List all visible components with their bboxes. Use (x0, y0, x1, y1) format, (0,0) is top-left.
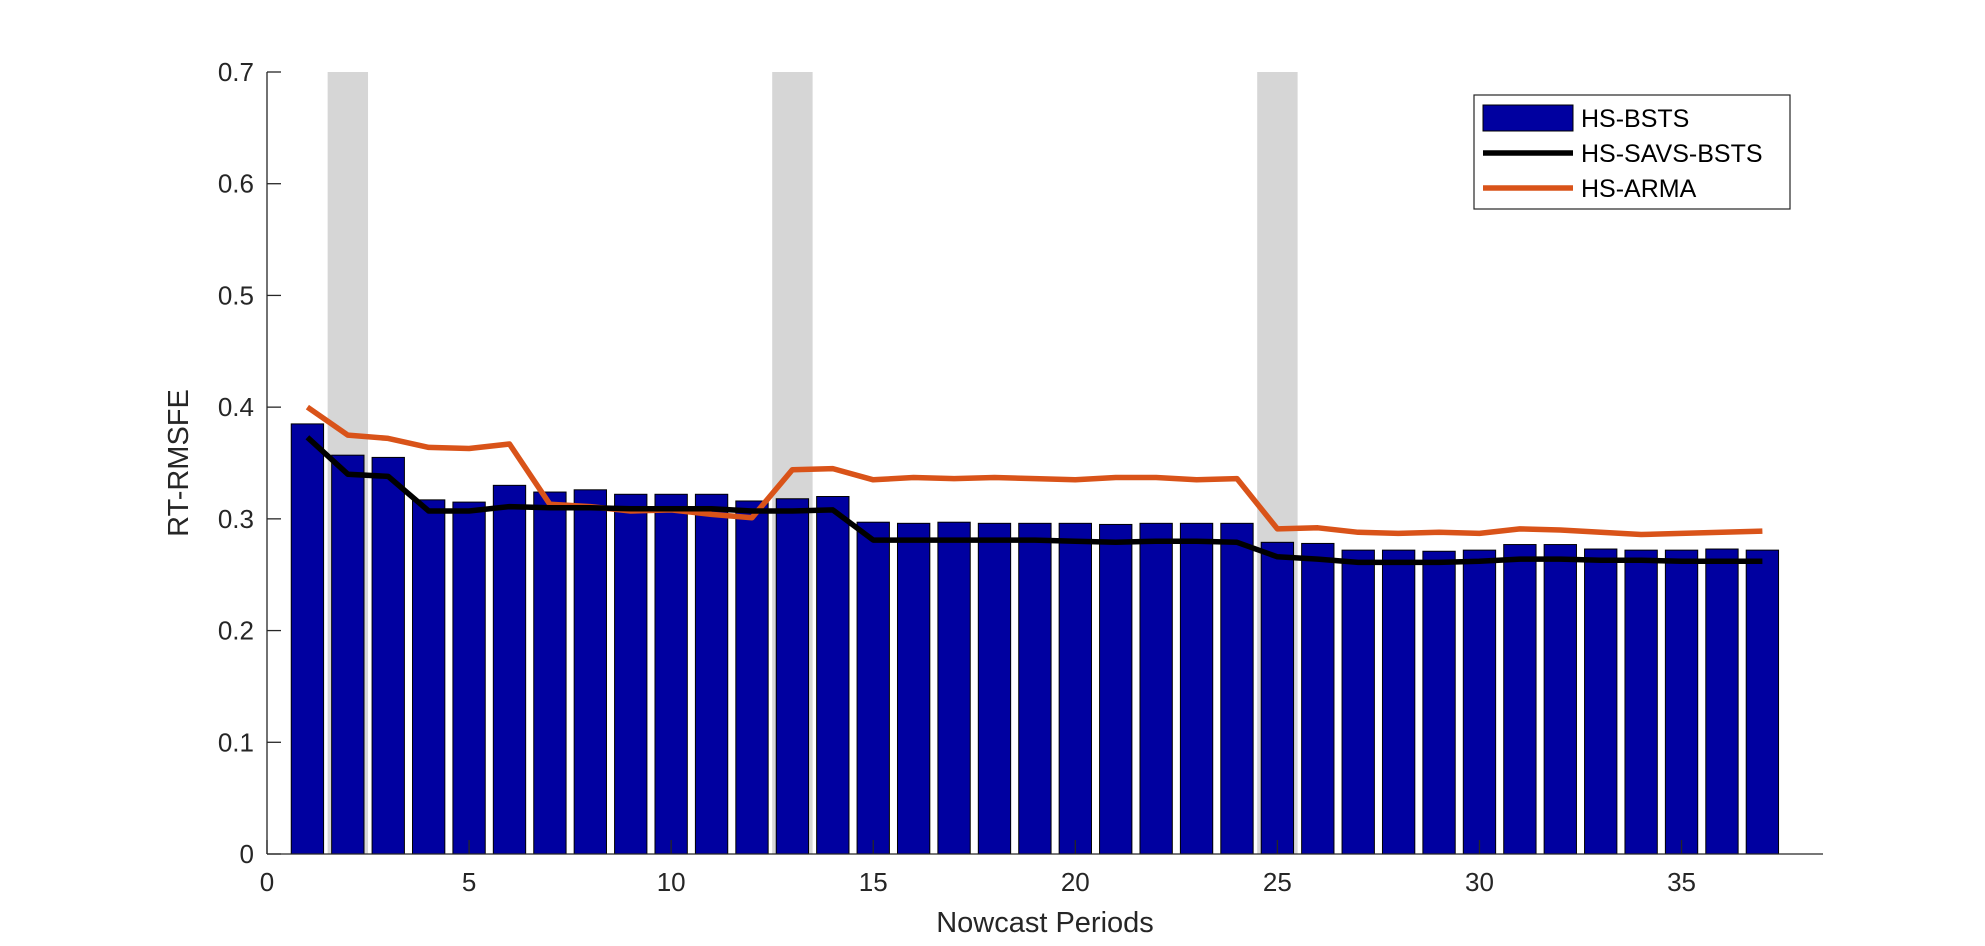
y-tick-label: 0.2 (218, 616, 254, 646)
x-tick-label: 10 (657, 867, 686, 897)
legend-entry-hs-savs-bsts: HS-SAVS-BSTS (1581, 140, 1763, 168)
bar-hs-bsts-34 (1624, 549, 1658, 855)
x-tick-label: 35 (1667, 867, 1696, 897)
y-tick-label: 0.6 (218, 169, 254, 199)
bar-hs-bsts-5 (452, 501, 486, 855)
bar-hs-bsts-9 (614, 493, 648, 855)
shading-layer (327, 72, 1298, 854)
bar-hs-bsts-10 (654, 493, 688, 855)
bar-hs-bsts-19 (1018, 522, 1052, 855)
bar-hs-bsts-12 (735, 500, 769, 855)
bar-hs-bsts-21 (1099, 523, 1133, 855)
bar-hs-bsts-17 (937, 521, 971, 855)
y-tick-label: 0.3 (218, 504, 254, 534)
bar-hs-bsts-11 (694, 493, 729, 855)
bar-hs-bsts-15 (856, 521, 890, 855)
x-tick-label: 20 (1061, 867, 1090, 897)
y-axis-label: RT-RMSFE (163, 389, 195, 537)
y-tick-label: 0.5 (218, 280, 254, 310)
x-tick-label: 25 (1263, 867, 1292, 897)
bar-hs-bsts-24 (1220, 522, 1254, 855)
bar-hs-bsts-31 (1503, 544, 1537, 855)
y-tick-label: 0.1 (218, 727, 254, 757)
x-tick-label: 15 (859, 867, 888, 897)
bar-hs-bsts-35 (1664, 549, 1699, 855)
bar-hs-bsts-32 (1543, 544, 1577, 855)
bar-hs-bsts-29 (1422, 550, 1456, 855)
bar-hs-bsts-7 (533, 491, 567, 855)
bar-hs-bsts-23 (1179, 522, 1214, 855)
bar-hs-bsts-22 (1139, 522, 1173, 855)
bar-hs-bsts-28 (1381, 549, 1416, 855)
ticks-layer: 0 5 10 15 20 25 30 35 0 0.1 0.2 0.3 0.4 0.5 0.6 0.7 (218, 57, 1696, 897)
bar-hs-bsts-4 (411, 499, 446, 855)
bar-hs-bsts-2 (331, 454, 365, 855)
line-layer (305, 404, 1763, 566)
bar-hs-bsts-36 (1705, 548, 1739, 855)
legend-entry-hs-arma: HS-ARMA (1581, 175, 1697, 203)
bar-hs-bsts-1 (290, 423, 325, 855)
x-tick-label: 30 (1465, 867, 1494, 897)
bar-hs-bsts-27 (1341, 549, 1375, 855)
legend-entry-hs-bsts: HS-BSTS (1581, 105, 1689, 133)
bar-hs-bsts-20 (1058, 522, 1092, 855)
line-hs-arma (305, 404, 1763, 538)
bar-hs-bsts-26 (1301, 542, 1335, 855)
y-tick-label: 0.7 (218, 57, 254, 87)
bar-hs-bsts-33 (1584, 548, 1618, 855)
x-axis-label: Nowcast Periods (936, 907, 1154, 939)
bar-layer (290, 423, 1780, 855)
bar-hs-bsts-25 (1260, 541, 1295, 855)
y-tick-label: 0 (240, 839, 254, 869)
bar-hs-bsts-16 (896, 522, 931, 855)
x-tick-label: 0 (260, 867, 274, 897)
bar-hs-bsts-30 (1462, 549, 1497, 855)
bar-hs-bsts-13 (775, 498, 810, 855)
x-tick-label: 5 (462, 867, 476, 897)
legend-swatch-hs-bsts (1482, 104, 1574, 132)
bar-hs-bsts-3 (371, 456, 405, 855)
legend: HS-BSTS HS-SAVS-BSTS HS-ARMA (1473, 94, 1791, 210)
axes-layer (266, 72, 1823, 855)
bar-hs-bsts-18 (977, 522, 1012, 855)
bar-hs-bsts-14 (816, 496, 850, 855)
y-tick-label: 0.4 (218, 392, 254, 422)
line-hs-savs-bsts (305, 435, 1763, 566)
bar-hs-bsts-37 (1745, 549, 1780, 855)
bar-hs-bsts-6 (492, 484, 527, 855)
bar-hs-bsts-8 (573, 489, 607, 855)
